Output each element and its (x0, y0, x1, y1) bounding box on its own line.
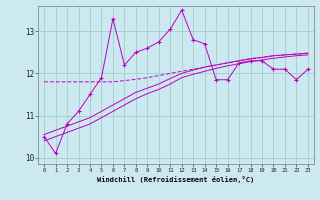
X-axis label: Windchill (Refroidissement éolien,°C): Windchill (Refroidissement éolien,°C) (97, 176, 255, 183)
